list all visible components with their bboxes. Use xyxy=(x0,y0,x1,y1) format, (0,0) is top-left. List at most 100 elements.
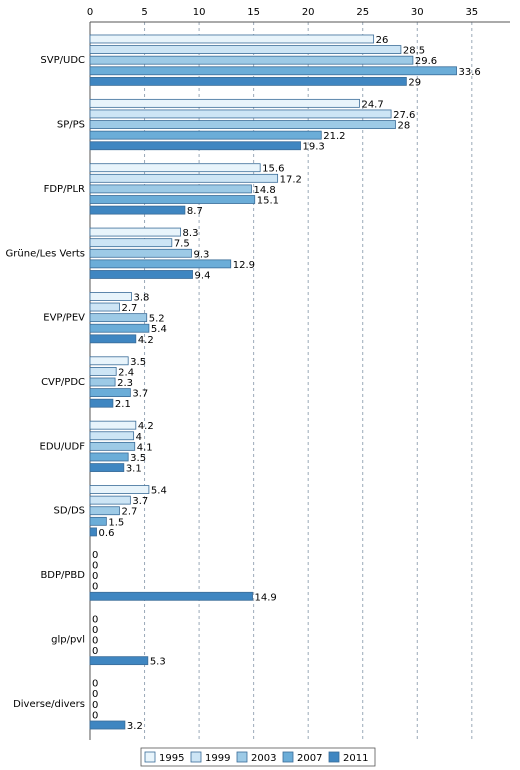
bar xyxy=(89,205,186,215)
value-label: 0 xyxy=(92,646,98,657)
value-label: 0 xyxy=(92,635,98,646)
bar xyxy=(89,656,149,666)
value-label: 3.1 xyxy=(126,464,142,475)
bar xyxy=(89,120,396,129)
bar xyxy=(89,270,193,279)
bar xyxy=(89,173,279,183)
value-label: 1.5 xyxy=(108,517,124,528)
bar xyxy=(89,141,301,151)
value-label: 4.2 xyxy=(138,335,154,346)
y-tick-label: SP/PS xyxy=(57,120,85,131)
value-label: 0 xyxy=(92,710,98,721)
value-label: 0 xyxy=(92,571,98,582)
legend-label: 2003 xyxy=(251,753,276,764)
bar xyxy=(89,109,392,119)
value-label: 4.1 xyxy=(137,442,153,453)
value-label: 29.6 xyxy=(415,56,437,67)
x-tick-label: 5 xyxy=(141,7,147,18)
value-label: 2.7 xyxy=(121,303,137,314)
y-tick-label: Grüne/Les Verts xyxy=(6,248,85,259)
value-label: 3.7 xyxy=(132,496,148,507)
value-label: 3.7 xyxy=(132,389,148,400)
value-label: 17.2 xyxy=(280,174,302,185)
bar xyxy=(89,45,402,54)
bar xyxy=(89,334,137,344)
bar xyxy=(89,506,120,516)
y-tick-label: EDU/UDF xyxy=(40,441,86,452)
x-tick-label: 15 xyxy=(247,7,260,18)
x-tick-label: 35 xyxy=(465,7,478,18)
bar xyxy=(89,388,131,398)
value-label: 14.9 xyxy=(255,592,277,603)
value-label: 3.5 xyxy=(130,357,146,368)
bar xyxy=(89,34,375,44)
bar xyxy=(89,495,131,505)
y-tick-label: FDP/PLR xyxy=(44,184,85,195)
bar xyxy=(89,398,114,408)
bar xyxy=(89,366,117,376)
value-label: 2.7 xyxy=(121,507,137,518)
legend-label: 2011 xyxy=(343,753,368,764)
bar xyxy=(89,591,253,601)
bar xyxy=(89,313,148,323)
value-label: 3.5 xyxy=(130,453,146,464)
value-label: 0.6 xyxy=(99,528,115,539)
value-label: 28.5 xyxy=(403,46,425,57)
x-tick-label: 10 xyxy=(193,7,206,18)
value-label: 0 xyxy=(92,582,98,593)
x-tick-label: 25 xyxy=(356,7,369,18)
value-label: 29 xyxy=(408,77,421,88)
bar xyxy=(89,55,414,65)
value-label: 0 xyxy=(92,550,98,561)
bar xyxy=(89,420,137,430)
value-label: 24.7 xyxy=(361,99,383,110)
bar xyxy=(89,377,116,387)
value-label: 15.6 xyxy=(262,164,284,175)
bar xyxy=(89,292,132,301)
y-tick-label: CVP/PDC xyxy=(41,377,85,388)
value-label: 12.9 xyxy=(233,260,255,271)
bar xyxy=(89,184,252,194)
value-label: 8.3 xyxy=(183,228,199,239)
value-label: 0 xyxy=(92,689,98,700)
value-label: 5.3 xyxy=(150,657,166,668)
bar xyxy=(89,66,457,76)
bar xyxy=(89,452,129,462)
bar xyxy=(89,302,120,312)
bar xyxy=(89,441,136,451)
value-label: 2.1 xyxy=(115,399,131,410)
value-label: 2.3 xyxy=(117,378,133,389)
bar xyxy=(89,227,181,237)
bar xyxy=(89,516,107,526)
legend-label: 2007 xyxy=(297,753,322,764)
value-label: 3.2 xyxy=(127,721,143,732)
value-label: 3.8 xyxy=(133,292,149,303)
legend-swatch xyxy=(236,751,248,763)
value-label: 19.3 xyxy=(303,142,325,153)
value-label: 7.5 xyxy=(174,239,190,250)
legend-label: 1995 xyxy=(159,753,184,764)
value-label: 0 xyxy=(92,625,98,636)
value-label: 5.4 xyxy=(151,486,167,497)
value-label: 26 xyxy=(376,35,389,46)
bar xyxy=(89,485,150,494)
value-label: 5.4 xyxy=(151,324,167,335)
value-label: 27.6 xyxy=(393,110,415,121)
y-tick-label: glp/pvl xyxy=(51,634,85,645)
value-label: 5.2 xyxy=(149,314,165,325)
bar xyxy=(89,463,125,472)
legend-swatch xyxy=(328,751,340,763)
x-tick-label: 20 xyxy=(302,7,315,18)
bar xyxy=(89,720,126,730)
bar xyxy=(89,195,256,204)
bar xyxy=(89,323,150,333)
value-label: 21.2 xyxy=(323,131,345,142)
bar xyxy=(89,248,192,258)
value-label: 0 xyxy=(92,679,98,690)
value-label: 0 xyxy=(92,614,98,625)
bar xyxy=(89,238,173,248)
y-tick-label: SVP/UDC xyxy=(40,55,85,66)
value-label: 15.1 xyxy=(257,196,279,207)
value-label: 4.2 xyxy=(138,421,154,432)
